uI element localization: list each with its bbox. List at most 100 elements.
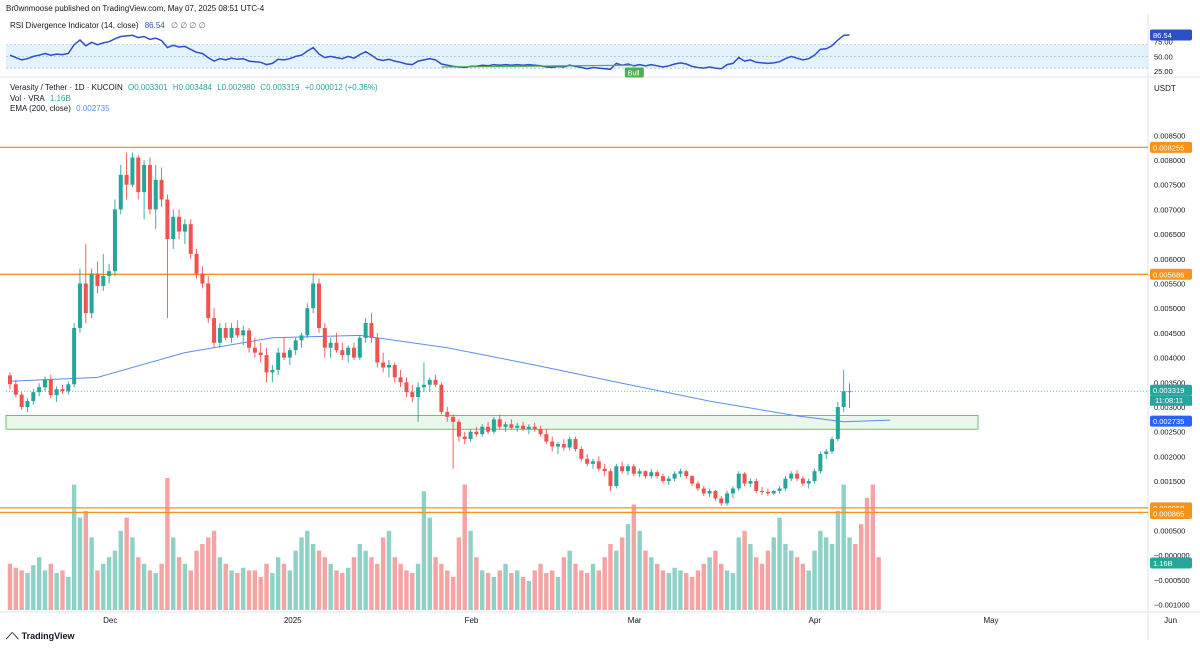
symbol-title[interactable]: Verasity / Tether · 1D · KUCOIN: [10, 83, 123, 92]
candle: [707, 488, 712, 497]
candle: [328, 337, 333, 358]
candle: [118, 164, 123, 215]
rsi-legend-value: 86.54: [144, 21, 165, 30]
candle: [800, 476, 805, 487]
candle-body: [270, 369, 275, 373]
price-axis-tick: 0.004500: [1154, 329, 1185, 338]
candle-body: [847, 391, 852, 393]
candle-body: [707, 490, 712, 494]
ema-badge-text: 0.002735: [1153, 417, 1184, 426]
volume-bar: [759, 563, 765, 610]
candle-body: [130, 157, 135, 185]
candle-body: [503, 424, 508, 427]
volume-bar: [824, 537, 829, 610]
candle: [690, 475, 695, 487]
volume-bar: [281, 563, 287, 610]
resistance-badge-2-text: 0.005686: [1153, 270, 1184, 279]
candle-body: [771, 490, 776, 494]
candle-body: [631, 466, 636, 474]
candle: [719, 495, 724, 506]
volume-bar: [625, 524, 631, 610]
volume-bar: [649, 557, 654, 610]
candle-body: [107, 271, 112, 277]
candle: [410, 384, 415, 403]
candle-body: [363, 323, 368, 338]
volume-bar: [666, 573, 671, 610]
candle-body: [701, 488, 706, 494]
candle-body: [101, 276, 106, 286]
volume-bar: [427, 517, 432, 610]
candle-body: [456, 421, 461, 437]
candle-body: [672, 473, 677, 479]
volume-bar: [509, 573, 514, 610]
candle-body: [445, 411, 450, 417]
candle: [532, 422, 537, 432]
candle: [147, 157, 152, 215]
candle: [556, 441, 561, 454]
volume-bar: [789, 550, 794, 610]
candle: [72, 323, 77, 388]
rsi-axis-tick: 25.00: [1154, 67, 1173, 76]
volume-legend-label[interactable]: Vol · VRA: [10, 94, 45, 103]
volume-bar: [800, 563, 806, 610]
price-axis-tick: 0.003500: [1154, 378, 1185, 387]
candle-body: [83, 283, 88, 314]
candle-body: [637, 471, 642, 474]
volume-bar: [515, 570, 520, 610]
candle: [217, 323, 222, 348]
volume-bar: [678, 570, 683, 610]
symbol-legend: Verasity / Tether · 1D · KUCOIN O0.00330…: [10, 83, 381, 92]
candle: [305, 303, 310, 338]
candle-body: [340, 350, 345, 356]
candle: [561, 439, 566, 451]
candle-body: [386, 365, 391, 368]
candle: [200, 266, 205, 289]
volume-bar: [561, 557, 567, 610]
ohlc-change: +0.000012 (+0.36%): [304, 83, 378, 92]
candle: [812, 468, 817, 484]
candle-body: [585, 458, 590, 464]
volume-bar: [171, 537, 176, 610]
volume-bar: [241, 567, 246, 610]
candle-body: [200, 273, 205, 284]
volume-bar: [538, 563, 543, 610]
volume-bar: [870, 484, 876, 610]
candle-body: [451, 416, 456, 422]
volume-bar: [742, 530, 747, 610]
candle: [421, 362, 426, 393]
price-axis-tick: 0.008000: [1154, 156, 1185, 165]
tradingview-logo[interactable]: ⟋⟍ TradingView: [6, 631, 74, 642]
candle: [591, 458, 595, 469]
candle: [614, 463, 619, 489]
volume-bar: [433, 557, 438, 610]
time-axis-label: Dec: [103, 616, 117, 625]
countdown-badge: 11:08:11: [1150, 395, 1192, 406]
volume-bar: [83, 511, 88, 610]
candle-body: [165, 199, 170, 240]
volume-bar: [229, 570, 234, 610]
candle-body: [835, 406, 840, 440]
volume-bar: [106, 557, 112, 610]
candle-body: [643, 471, 648, 477]
candle-body: [264, 355, 269, 373]
volume-bar: [188, 570, 193, 610]
volume-bar: [660, 570, 666, 610]
ema-legend-label[interactable]: EMA (200, close): [10, 104, 71, 113]
candle: [48, 374, 53, 399]
candle: [77, 268, 82, 333]
candle-body: [421, 384, 426, 388]
candle-body: [177, 216, 182, 232]
candle: [579, 446, 584, 462]
candle: [264, 347, 269, 383]
candle-body: [806, 481, 811, 484]
candle-body: [182, 224, 187, 232]
candle-body: [760, 490, 765, 492]
candle: [637, 468, 642, 478]
candle: [66, 381, 71, 395]
candle-body: [660, 476, 665, 482]
candle: [229, 323, 234, 343]
candle-body: [783, 478, 788, 489]
currency-label[interactable]: USDT: [1154, 84, 1176, 93]
volume-bar: [695, 570, 701, 610]
